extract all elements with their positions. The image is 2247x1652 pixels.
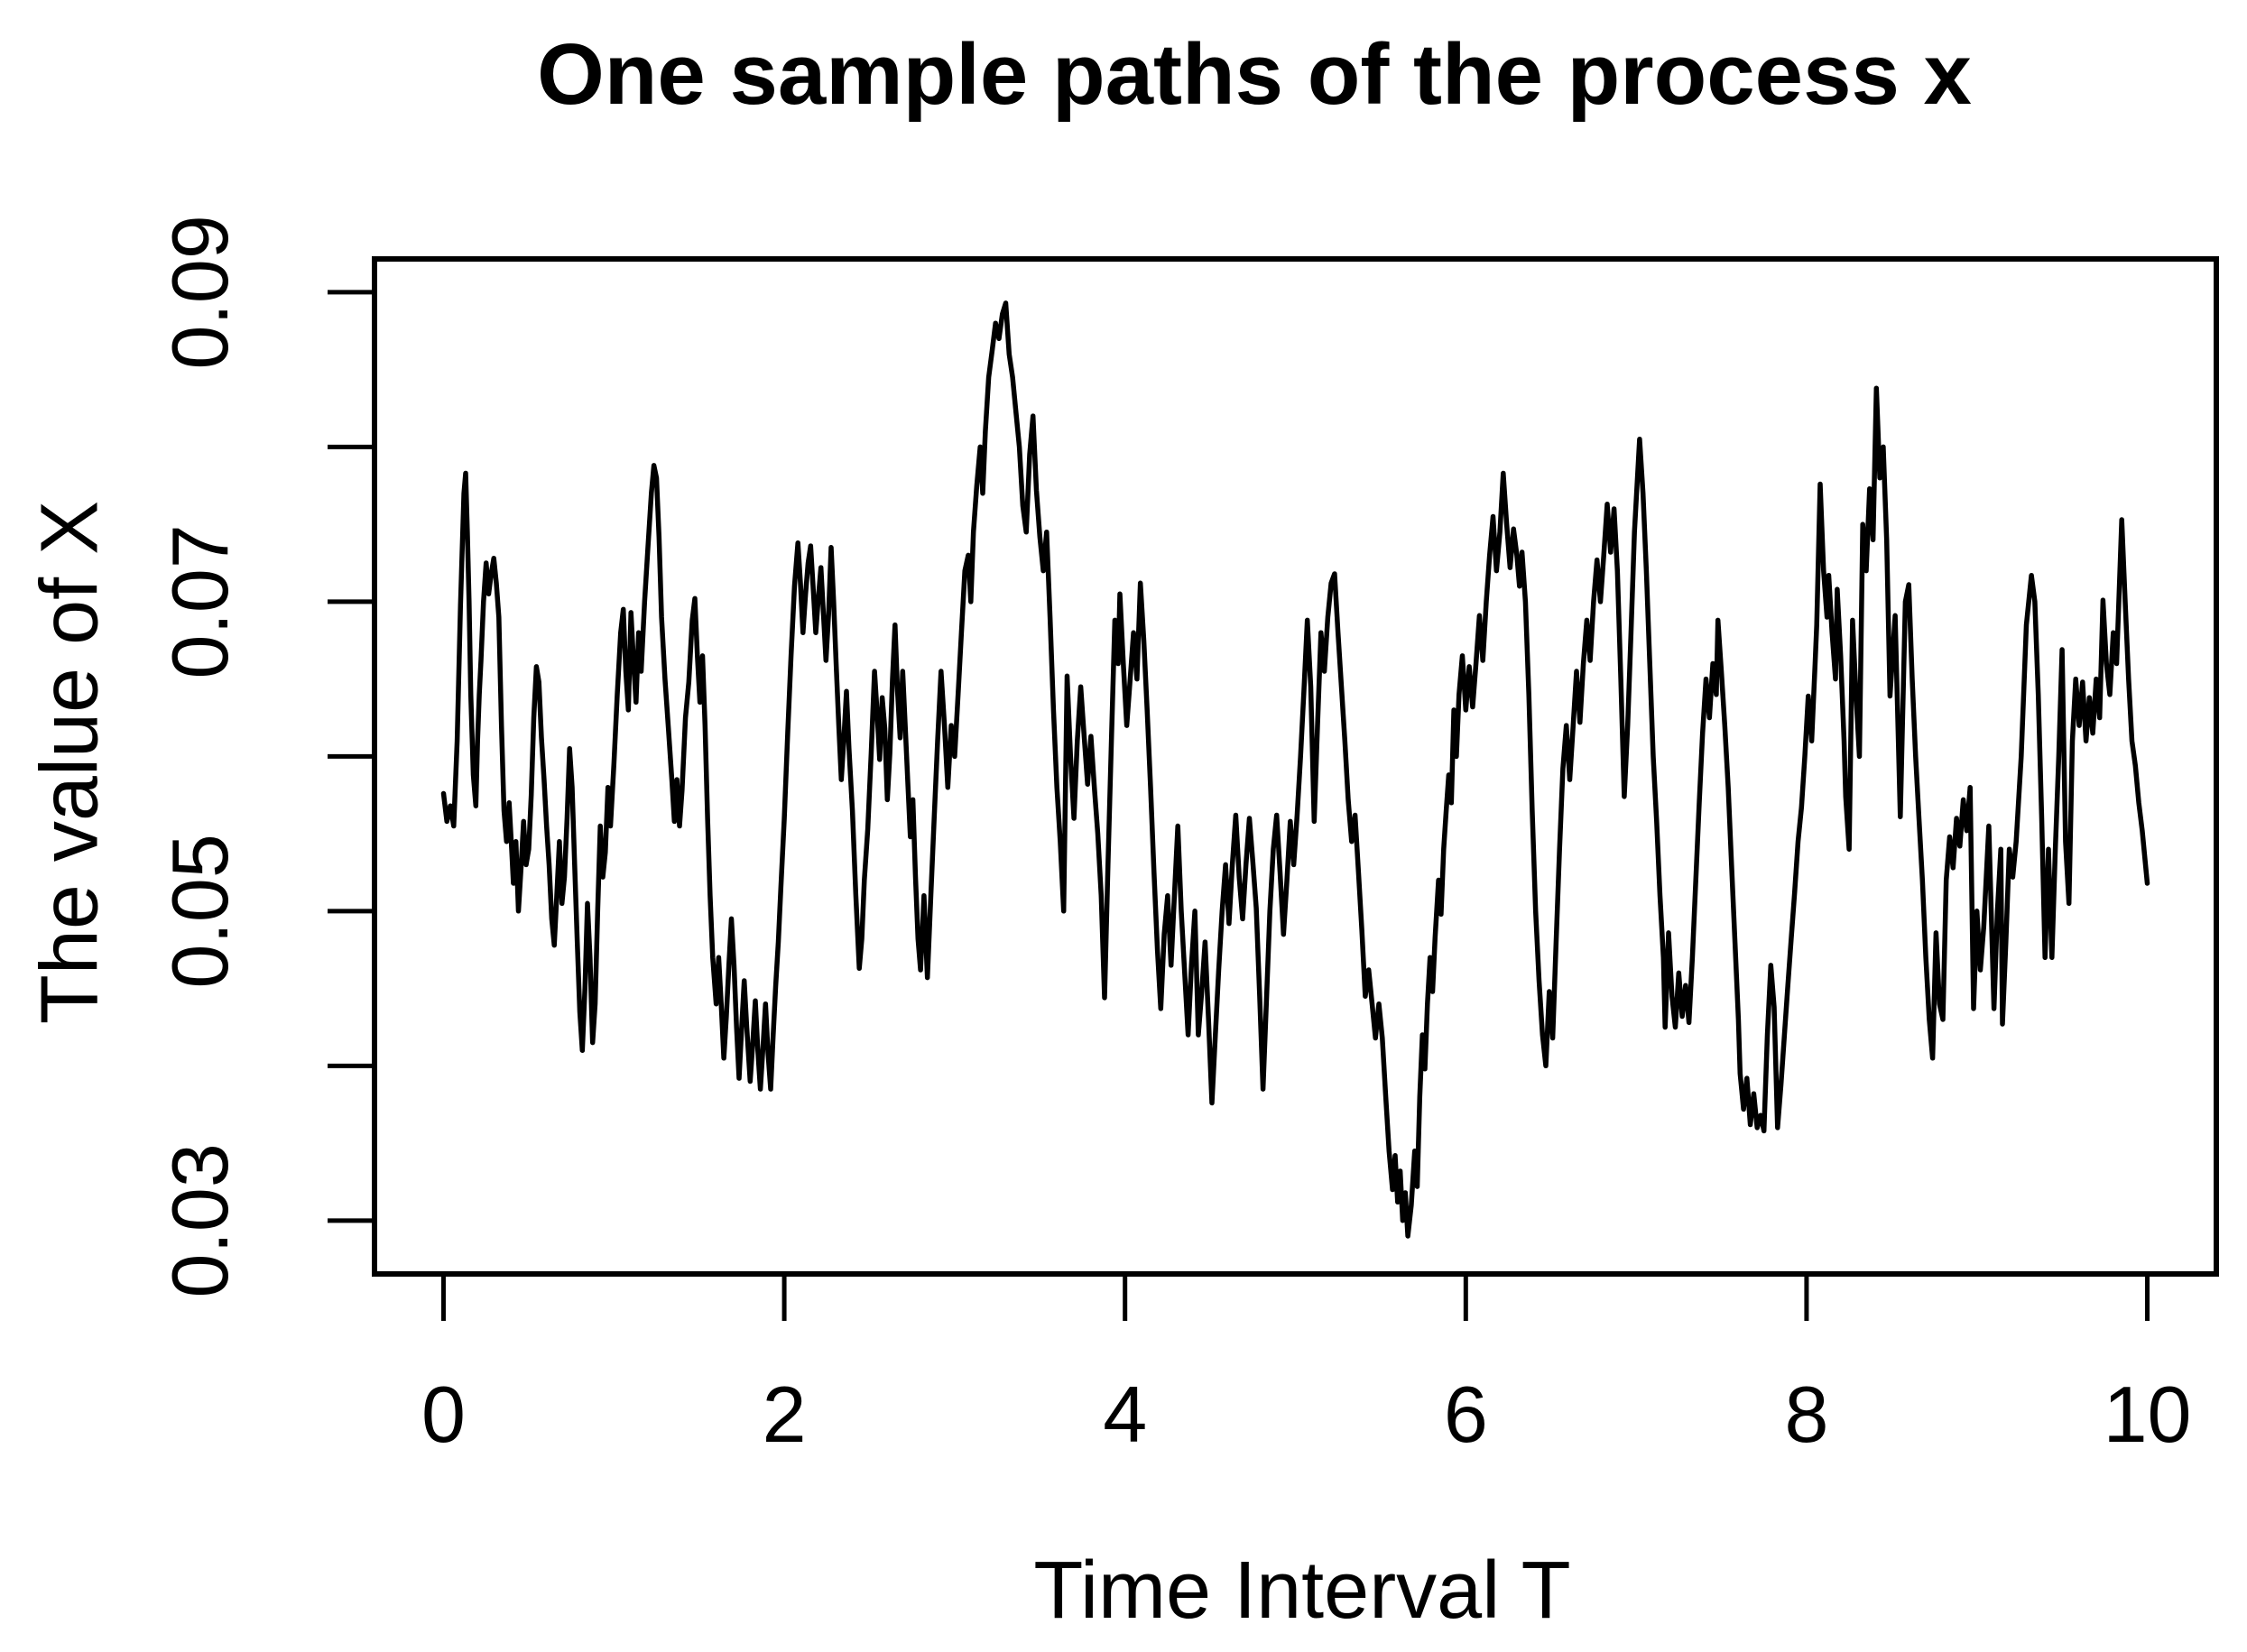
x-tick-label: 2 <box>763 1370 807 1459</box>
x-tick-label: 8 <box>1784 1370 1828 1459</box>
y-tick-label: 0.07 <box>155 524 245 678</box>
y-tick-label: 0.05 <box>155 834 245 988</box>
y-tick-label: 0.09 <box>155 215 245 369</box>
x-axis-title: Time Interval T <box>1033 1546 1571 1636</box>
x-tick-label: 10 <box>2104 1370 2192 1459</box>
y-tick-label: 0.03 <box>155 1143 245 1297</box>
series-line <box>440 300 2150 1239</box>
x-tick-label: 4 <box>1103 1370 1147 1459</box>
x-tick-label: 0 <box>421 1370 466 1459</box>
x-tick-label: 6 <box>1444 1370 1488 1459</box>
chart-title: One sample paths of the process x <box>537 26 1972 123</box>
plot-border <box>372 256 2219 1277</box>
